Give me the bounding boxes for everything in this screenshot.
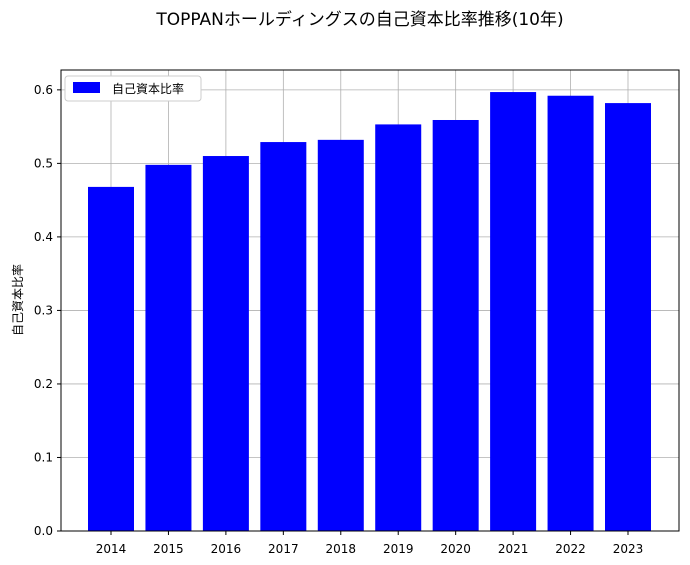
chart-title: TOPPANホールディングスの自己資本比率推移(10年) xyxy=(155,9,563,30)
bar xyxy=(547,95,594,532)
bar xyxy=(145,164,192,531)
x-tick-label: 2023 xyxy=(613,542,644,556)
y-axis-label: 自己資本比率 xyxy=(10,264,25,336)
bar xyxy=(202,156,249,531)
bar xyxy=(605,103,651,531)
y-tick-label: 0.4 xyxy=(34,230,53,244)
bar xyxy=(375,124,422,531)
x-tick-label: 2020 xyxy=(440,542,471,556)
legend-label: 自己資本比率 xyxy=(112,81,184,96)
x-axis-ticks: 2014 2015 2016 2017 2018 2019 2020 2021 2022 2023 xyxy=(96,531,644,556)
y-tick-label: 0.1 xyxy=(34,450,53,464)
x-tick-label: 2022 xyxy=(555,542,586,556)
plot-frame xyxy=(60,69,680,532)
bar-series xyxy=(88,92,651,532)
bar xyxy=(317,139,364,531)
y-tick-label: 0.2 xyxy=(34,377,53,391)
bar xyxy=(432,119,479,531)
x-tick-label: 2014 xyxy=(96,542,127,556)
x-tick-label: 2018 xyxy=(326,542,357,556)
bar xyxy=(260,142,307,531)
y-tick-label: 0.3 xyxy=(34,303,53,317)
bar xyxy=(490,92,537,531)
x-tick-label: 2021 xyxy=(498,542,529,556)
x-tick-label: 2016 xyxy=(211,542,242,556)
bar xyxy=(88,186,134,532)
x-tick-label: 2017 xyxy=(268,542,299,556)
legend: 自己資本比率 xyxy=(64,75,202,102)
y-axis-ticks: 0.0 0.1 0.2 0.3 0.4 0.5 0.6 xyxy=(34,83,61,538)
y-tick-label: 0.6 xyxy=(34,83,53,97)
y-tick-label: 0.0 xyxy=(34,524,53,538)
x-tick-label: 2015 xyxy=(153,542,184,556)
legend-swatch xyxy=(73,82,100,93)
x-tick-label: 2019 xyxy=(383,542,414,556)
y-tick-label: 0.5 xyxy=(34,156,53,170)
